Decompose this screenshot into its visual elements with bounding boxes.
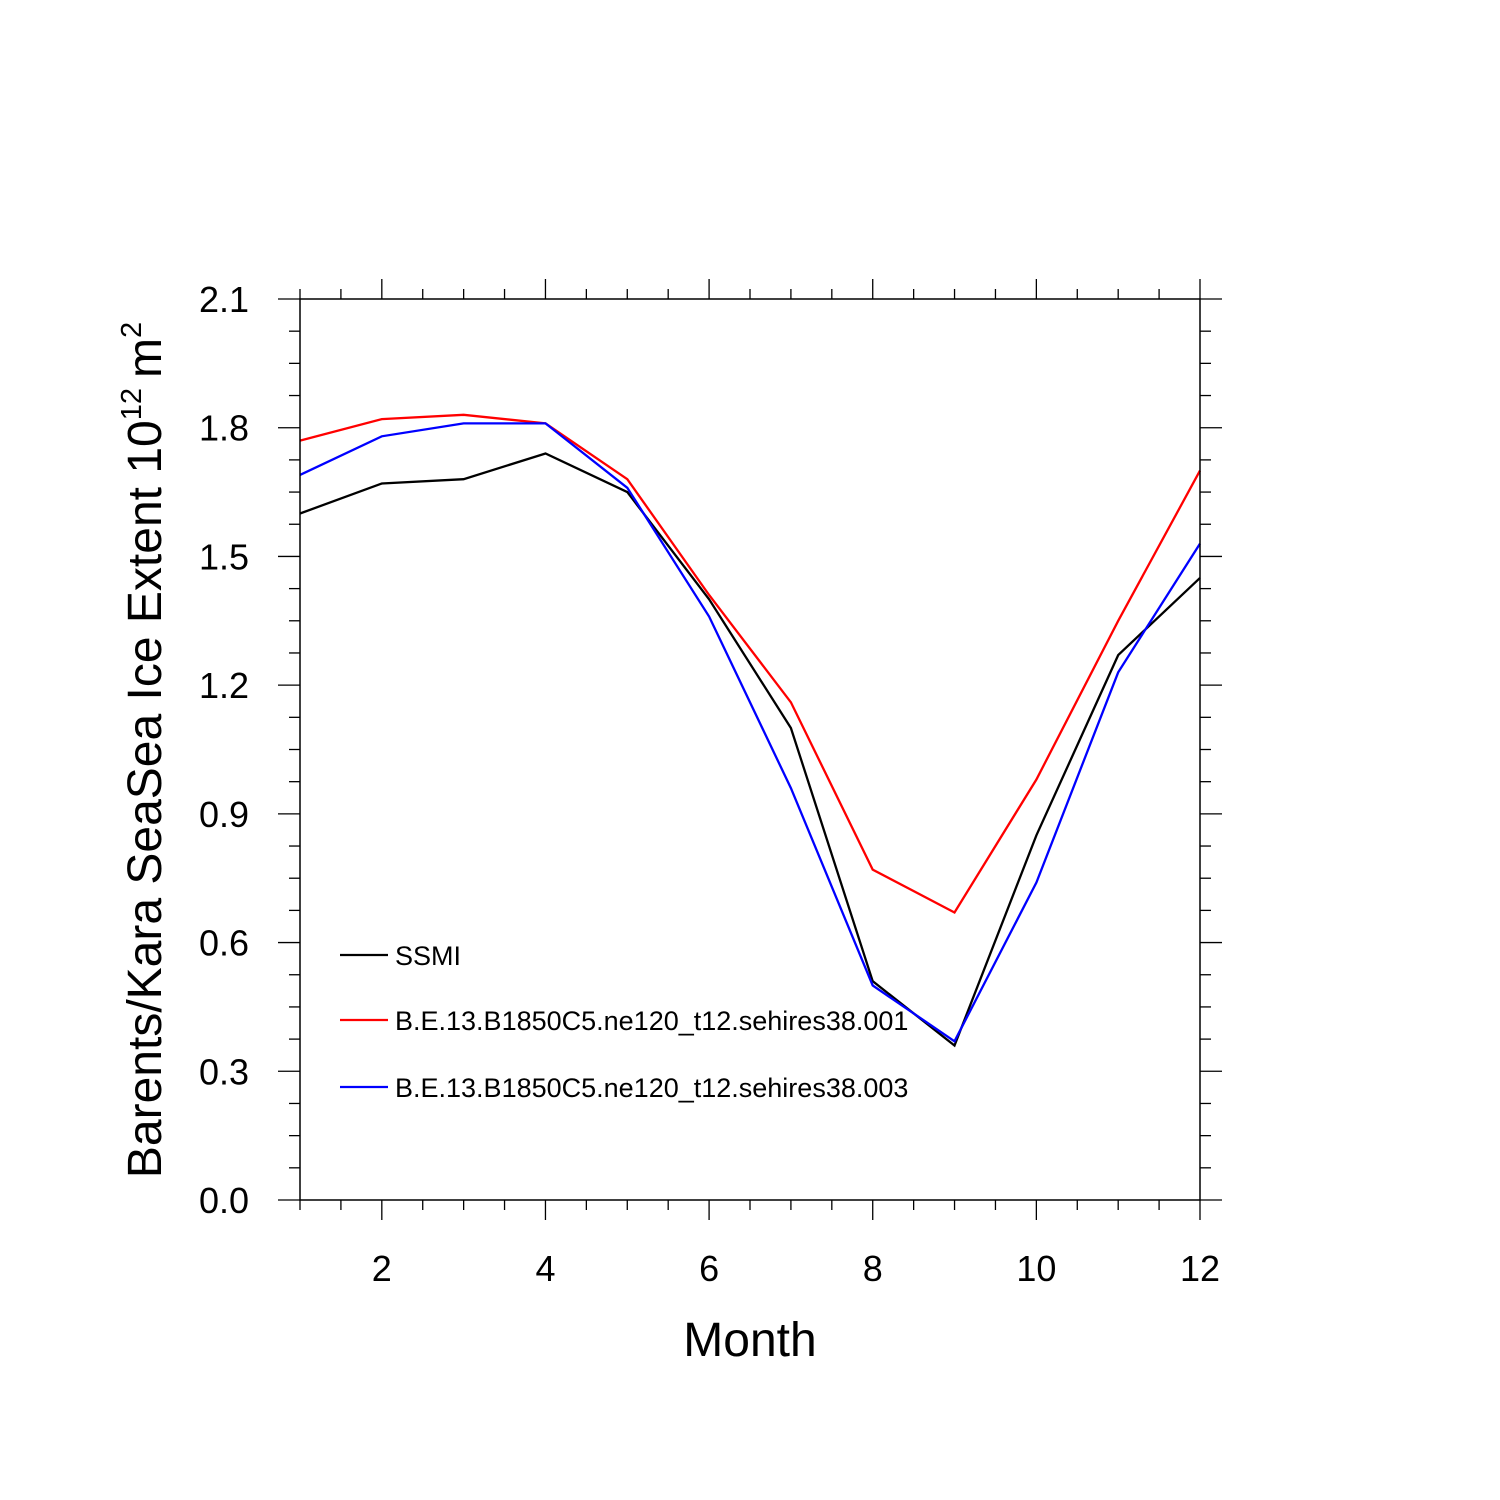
series-layer <box>299 413 1202 1048</box>
legend-label: SSMI <box>395 941 461 971</box>
legend: SSMI B.E.13.B1850C5.ne120_t12.sehires38.0… <box>340 941 908 1103</box>
y-tick-label: 1.5 <box>199 536 249 577</box>
x-tick-label: 2 <box>372 1248 392 1289</box>
legend-label: B.E.13.B1850C5.ne120_t12.sehires38.003 <box>395 1073 908 1103</box>
x-tick-label: 4 <box>535 1248 555 1289</box>
series-line-0 <box>299 452 1201 1048</box>
y-tick-label: 2.1 <box>199 279 249 320</box>
legend-label: B.E.13.B1850C5.ne120_t12.sehires38.001 <box>395 1006 908 1036</box>
y-tick-label: 1.8 <box>199 408 249 449</box>
x-tick-label: 8 <box>863 1248 883 1289</box>
y-axis-title-unit-exponent: 2 <box>116 322 148 338</box>
y-axis-title-exponent: 12 <box>116 388 148 420</box>
ticks-layer <box>278 279 1222 1220</box>
y-tick-label: 0.3 <box>199 1051 249 1092</box>
series-line-1 <box>299 413 1202 915</box>
x-tick-label: 10 <box>1016 1248 1056 1289</box>
y-tick-label: 1.2 <box>199 665 249 706</box>
y-tick-label: 0.9 <box>199 794 249 835</box>
y-tick-label: 0.6 <box>199 923 249 964</box>
series-line-2 <box>299 422 1201 1043</box>
x-tick-label: 12 <box>1180 1248 1220 1289</box>
plot-frame <box>299 298 1201 1201</box>
x-tick-labels: 2 4 6 8 10 12 <box>372 1248 1220 1289</box>
x-axis-title: Month <box>683 1314 816 1367</box>
x-tick-label: 6 <box>699 1248 719 1289</box>
y-tick-label: 0.0 <box>199 1180 249 1221</box>
y-axis-title-main: Barents/Kara SeaSea Ice Extent 10 <box>119 420 172 1178</box>
y-axis-title-unit: m <box>119 338 172 378</box>
y-axis-title: Barents/Kara SeaSea Ice Extent 1012 m2 <box>116 322 172 1178</box>
y-tick-labels: 0.0 0.3 0.6 0.9 1.2 1.5 1.8 2.1 <box>199 279 249 1221</box>
